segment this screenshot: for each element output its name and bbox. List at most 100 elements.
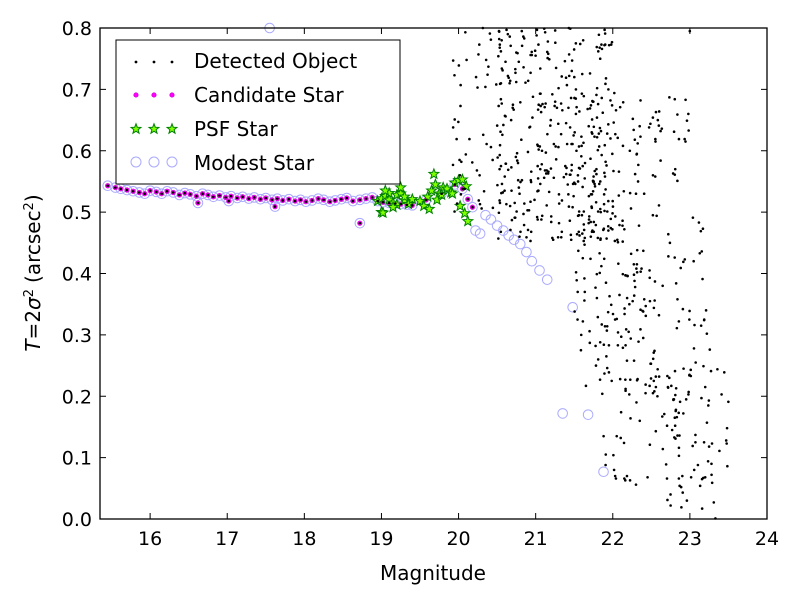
detected-object-point	[539, 104, 542, 108]
x-tick-label: 22	[601, 528, 625, 550]
detected-object-point	[340, 197, 343, 201]
detected-object-point	[653, 390, 656, 393]
detected-object-point	[529, 170, 533, 173]
detected-object-point	[560, 230, 564, 234]
detected-object-point	[529, 200, 532, 203]
detected-object-point	[535, 215, 539, 219]
detected-object-point	[588, 72, 592, 75]
detected-object-point	[632, 262, 636, 266]
detected-object-point	[583, 299, 586, 302]
detected-object-point	[482, 189, 486, 193]
psf-star-point	[386, 200, 400, 213]
detected-object-point	[600, 153, 603, 157]
legend-entry-candidate: Candidate Star	[133, 83, 344, 107]
detected-object-point	[637, 224, 641, 227]
detected-object-point	[683, 137, 686, 141]
detected-object-point	[549, 220, 553, 224]
detected-object-point	[571, 182, 575, 186]
detected-object-point	[675, 326, 679, 330]
detected-object-point	[540, 214, 544, 218]
x-tick-label: 24	[755, 528, 779, 550]
detected-object-point	[674, 386, 678, 390]
detected-object-point	[654, 429, 658, 433]
detected-object-point	[703, 385, 707, 389]
detected-object-point	[648, 269, 651, 272]
detected-object-point	[499, 50, 503, 53]
x-tick-label: 19	[369, 528, 393, 550]
detected-object-point	[609, 303, 613, 307]
detected-object-point	[463, 187, 467, 191]
psf-star-point	[427, 167, 441, 180]
detected-object-point	[570, 59, 574, 62]
detected-object-point	[540, 162, 544, 166]
detected-object-point	[364, 197, 368, 200]
y-tick-label: 0.2	[62, 386, 92, 408]
detected-object-point	[569, 233, 573, 237]
detected-object-point	[520, 44, 524, 48]
detected-object-point	[572, 134, 575, 137]
detected-object-point	[455, 202, 459, 205]
detected-object-point	[651, 116, 655, 119]
detected-object-point	[702, 364, 705, 368]
detected-object-point	[687, 393, 690, 396]
detected-object-point	[561, 108, 564, 112]
detected-object-point	[468, 137, 471, 141]
detected-object-point	[497, 211, 501, 215]
modest-star-point	[534, 265, 545, 276]
detected-object-point	[376, 199, 379, 203]
detected-object-point	[590, 131, 594, 134]
detected-object-point	[637, 163, 640, 167]
detected-object-point	[669, 504, 672, 507]
detected-object-point	[551, 92, 554, 96]
detected-object-point	[510, 218, 514, 222]
detected-object-point	[628, 378, 632, 381]
detected-object-point	[596, 236, 600, 240]
detected-object-point	[537, 103, 540, 107]
detected-object-point	[511, 106, 514, 110]
detected-object-point	[673, 424, 677, 428]
detected-object-point	[594, 364, 598, 367]
detected-object-point	[681, 474, 684, 478]
detected-object-point	[196, 201, 200, 205]
detected-object-point	[703, 475, 707, 479]
detected-object-point	[497, 30, 501, 33]
detected-object-point	[619, 335, 623, 339]
detected-object-point	[535, 28, 539, 32]
detected-object-point	[589, 220, 593, 224]
detected-object-point	[567, 205, 571, 208]
legend-marker-detected	[152, 60, 156, 64]
detected-object-point	[457, 64, 461, 67]
detected-object-point	[674, 408, 678, 412]
detected-object-point	[687, 129, 690, 132]
detected-object-point	[553, 100, 557, 103]
psf-star-point	[376, 206, 390, 219]
detected-object-point	[727, 400, 730, 404]
detected-object-point	[536, 143, 539, 146]
detected-object-point	[502, 123, 505, 127]
detected-object-point	[582, 210, 586, 213]
detected-object-point	[665, 424, 669, 428]
detected-object-point	[682, 412, 685, 415]
detected-object-point	[623, 312, 626, 316]
modest-star-point	[526, 255, 538, 267]
detected-object-point	[624, 274, 627, 277]
detected-object-point	[680, 506, 683, 509]
detected-object-point	[577, 249, 580, 253]
detected-object-point	[600, 264, 603, 268]
detected-object-point	[574, 42, 578, 45]
modest-star-point	[474, 228, 486, 239]
detected-object-point	[484, 58, 488, 62]
detected-object-point	[689, 368, 693, 372]
detected-object-point	[657, 375, 661, 378]
detected-object-point	[707, 445, 711, 448]
detected-object-point	[576, 290, 579, 294]
detected-object-point	[509, 44, 512, 48]
detected-object-point	[600, 96, 604, 100]
detected-object-point	[477, 199, 481, 202]
detected-object-point	[510, 189, 513, 192]
detected-object-point	[598, 340, 602, 344]
detected-object-point	[580, 135, 583, 138]
detected-object-point	[523, 202, 526, 205]
detected-object-point	[516, 161, 520, 165]
x-tick-label: 20	[446, 528, 470, 550]
